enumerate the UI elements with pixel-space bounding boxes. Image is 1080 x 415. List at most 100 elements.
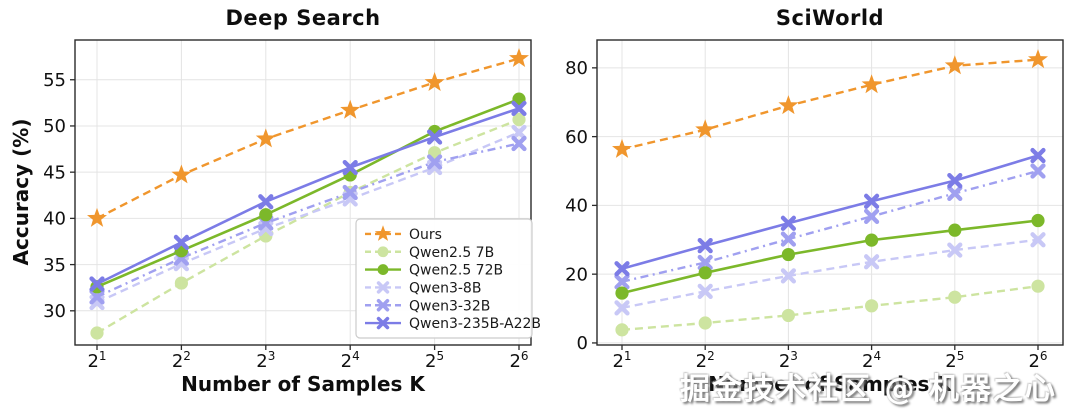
legend-item: Ours (365, 225, 442, 243)
legend-box (355, 218, 533, 339)
data-point-marker (377, 264, 389, 275)
data-point-marker (377, 246, 389, 258)
x-tick-label: 23 (256, 349, 275, 372)
series-group (612, 49, 1048, 337)
data-point-marker (89, 276, 105, 292)
data-point-marker (781, 247, 795, 262)
y-tick-label: 30 (43, 301, 66, 322)
legend-item: Qwen2.5 72B (365, 263, 503, 279)
data-point-marker (427, 129, 443, 145)
data-point-marker (1030, 147, 1046, 164)
series-line (621, 238, 1039, 310)
series-ours (87, 47, 529, 227)
y-tick-label: 40 (43, 209, 66, 230)
legend-item: Qwen3-8B (365, 280, 481, 296)
deep-search-chart: 30 35 40 45 50 55 21 22 23 24 25 26 Ours Qwen2.5 7B Qw… (43, 39, 540, 372)
chart-title-sciworld: SciWorld (775, 6, 885, 30)
data-point-marker (947, 185, 963, 201)
data-point-marker (697, 238, 713, 254)
x-tick-label: 26 (509, 349, 528, 372)
y-tick-label: 35 (43, 255, 66, 276)
x-tick-label: 21 (87, 349, 106, 372)
y-tick-label: 0 (577, 333, 588, 354)
series-line (96, 142, 520, 298)
data-point-marker (614, 300, 630, 316)
data-point-marker (342, 184, 358, 201)
data-point-marker (512, 112, 526, 127)
data-point-marker (864, 193, 880, 209)
data-point-marker (614, 261, 630, 277)
data-point-marker (698, 316, 712, 330)
data-point-marker (947, 173, 963, 189)
data-point-marker (780, 268, 797, 284)
data-point-marker (342, 159, 358, 176)
x-tick-label: 22 (172, 349, 191, 372)
series-line (621, 285, 1039, 332)
legend-item-label: Qwen2.5 72B (409, 263, 503, 279)
data-point-marker (376, 281, 390, 294)
data-point-marker (1028, 49, 1048, 69)
series-line (621, 154, 1039, 270)
data-point-marker (612, 138, 632, 158)
y-tick-label: 60 (565, 127, 588, 148)
data-point-marker (174, 276, 188, 290)
gridlines (75, 40, 531, 345)
x-axis-label-right: Number of Samples K (708, 372, 952, 396)
series-ours (612, 49, 1048, 158)
data-point-marker (511, 100, 527, 116)
data-point-marker (1031, 279, 1045, 293)
data-point-marker (255, 128, 276, 148)
series-line (96, 107, 520, 286)
data-point-marker (376, 299, 390, 312)
data-point-marker (861, 74, 882, 94)
data-point-marker (944, 55, 965, 75)
data-point-marker (695, 119, 716, 139)
data-point-marker (948, 223, 962, 237)
data-point-marker (509, 47, 529, 67)
series-qwen3-8b (614, 232, 1046, 316)
y-tick-label: 45 (43, 162, 66, 183)
series-qwen3-235b-a22b (614, 147, 1046, 277)
data-point-marker (424, 72, 445, 92)
data-point-marker (511, 135, 527, 152)
data-point-marker (1030, 163, 1046, 179)
data-point-marker (511, 124, 527, 141)
x-axis-label-left: Number of Samples K (181, 372, 425, 396)
series-qwen2-5-7b (615, 279, 1045, 337)
data-point-marker (173, 234, 190, 251)
data-point-marker (340, 99, 361, 119)
y-axis-label: Accuracy (%) (9, 118, 33, 266)
y-tick-label: 80 (565, 58, 588, 79)
data-point-marker (865, 299, 879, 313)
data-point-marker (698, 266, 712, 280)
series-qwen2-5-72b (615, 213, 1045, 300)
x-tick-label: 25 (425, 349, 444, 372)
legend-item: Qwen3-235B-A22B (365, 316, 540, 332)
data-point-marker (89, 289, 105, 305)
legend-item-label: Qwen3-32B (409, 298, 490, 314)
y-tick-label: 50 (43, 116, 66, 137)
data-point-marker (615, 323, 629, 337)
data-point-marker (427, 154, 443, 170)
data-point-marker (614, 274, 630, 290)
data-point-marker (374, 225, 392, 241)
series-group (87, 47, 529, 340)
data-point-marker (376, 316, 390, 330)
data-point-marker (948, 290, 962, 304)
data-point-marker (865, 233, 879, 247)
legend-item-label: Qwen3-8B (409, 280, 481, 296)
data-point-marker (90, 326, 104, 340)
series-line (96, 57, 520, 220)
data-point-marker (864, 254, 880, 270)
legend-item: Qwen2.5 7B (365, 245, 494, 261)
series-line (96, 97, 520, 288)
data-point-marker (259, 208, 273, 222)
data-point-marker (778, 95, 799, 115)
data-point-marker (87, 207, 107, 227)
data-point-marker (780, 215, 797, 231)
plot-border (74, 39, 532, 346)
series-line (96, 131, 520, 304)
series-qwen3-235b-a22b (89, 100, 527, 292)
